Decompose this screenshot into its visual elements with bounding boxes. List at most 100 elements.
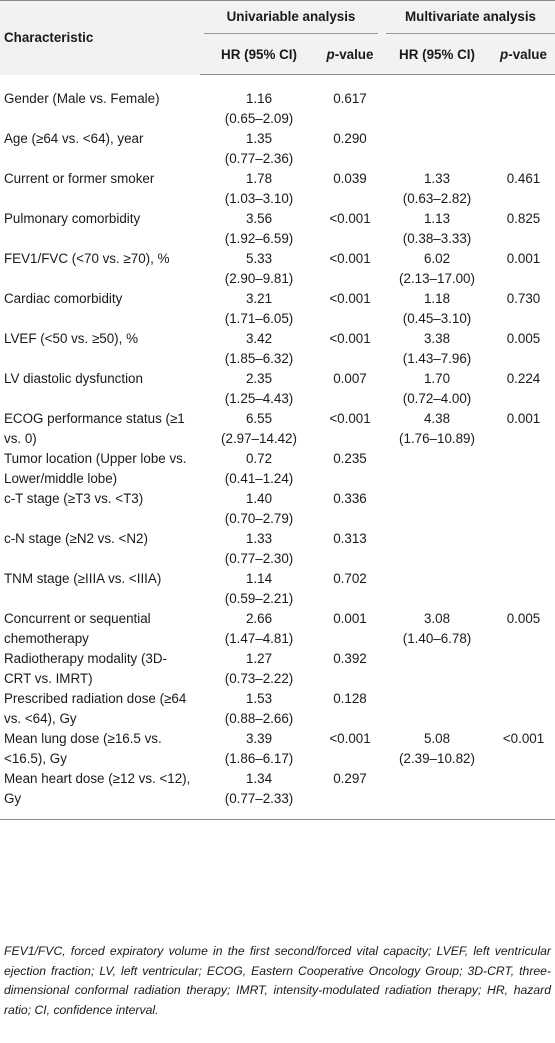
univariable-p-cell-value: 0.313	[333, 531, 367, 546]
univariable-p-cell: 0.617	[318, 75, 382, 130]
table-row: Tumor location (Upper lobe vs. Lower/mid…	[0, 449, 555, 489]
header-univariable-label: Univariable analysis	[204, 3, 378, 34]
multivariate-hr-cell-value: 1.18	[423, 291, 451, 306]
univariable-hr-cell: 0.72 (0.41–1.24)	[200, 449, 318, 489]
table-row: Pulmonary comorbidity 3.56 (1.92–6.59) <0.0…	[0, 209, 555, 249]
univariable-hr-cell-value: 1.33	[245, 531, 273, 546]
results-table: Characteristic Univariable analysis Mult…	[0, 0, 555, 820]
univariable-hr-cell-value: 2.35	[245, 371, 273, 386]
univariable-hr-cell: 1.35 (0.77–2.36)	[200, 129, 318, 169]
header-u-pvalue: p-value	[318, 35, 382, 75]
univariable-hr-cell-ci: (1.71–6.05)	[224, 311, 294, 326]
table-row: ECOG performance status (≥1 vs. 0) 6.55 (2…	[0, 409, 555, 449]
multivariate-hr-cell-value: 1.13	[423, 211, 451, 226]
multivariate-hr-cell	[382, 649, 492, 689]
univariable-hr-cell-ci: (0.59–2.21)	[224, 591, 294, 606]
univariable-hr-cell: 5.33 (2.90–9.81)	[200, 249, 318, 289]
univariable-p-cell: 0.702	[318, 569, 382, 609]
univariable-p-cell: 0.297	[318, 769, 382, 820]
table-row: Gender (Male vs. Female) 1.16 (0.65–2.09) 0…	[0, 75, 555, 130]
header-univariable: Univariable analysis	[200, 0, 382, 35]
univariable-p-cell-value: 0.001	[333, 611, 367, 626]
table-row: TNM stage (≥IIIA vs. <IIIA) 1.14 (0.59–2.2…	[0, 569, 555, 609]
univariable-p-cell-value: <0.001	[329, 411, 371, 426]
univariable-p-cell: 0.039	[318, 169, 382, 209]
univariable-p-cell-value: 0.702	[333, 571, 367, 586]
univariable-p-cell-value: 0.297	[333, 771, 367, 786]
row-characteristic: Cardiac comorbidity	[4, 291, 123, 306]
univariable-hr-cell-ci: (1.92–6.59)	[224, 231, 294, 246]
univariable-hr-cell: 1.27 (0.73–2.22)	[200, 649, 318, 689]
univariable-p-cell-value: <0.001	[329, 211, 371, 226]
multivariate-p-cell	[492, 769, 555, 820]
univariable-p-cell-value: <0.001	[329, 251, 371, 266]
univariable-hr-cell-value: 1.40	[245, 491, 273, 506]
univariable-hr-cell: 1.16 (0.65–2.09)	[200, 75, 318, 130]
multivariate-p-cell: 0.730	[492, 289, 555, 329]
multivariate-hr-cell-ci: (1.43–7.96)	[402, 351, 472, 366]
row-characteristic: Mean heart dose (≥12 vs. <12), Gy	[0, 769, 200, 820]
univariable-hr-cell: 3.42 (1.85–6.32)	[200, 329, 318, 369]
table-row: Radiotherapy modality (3D-CRT vs. IMRT) 1…	[0, 649, 555, 689]
univariable-hr-cell-value: 1.35	[245, 131, 273, 146]
univariable-p-cell-value: 0.007	[333, 371, 367, 386]
multivariate-hr-cell-value: 4.38	[423, 411, 451, 426]
univariable-hr-cell-ci: (0.41–1.24)	[224, 471, 294, 486]
row-characteristic: Tumor location (Upper lobe vs. Lower/mid…	[4, 451, 187, 486]
multivariate-hr-cell-ci: (0.72–4.00)	[402, 391, 472, 406]
univariable-p-cell: <0.001	[318, 249, 382, 289]
table-row: Current or former smoker 1.78 (1.03–3.10) 0…	[0, 169, 555, 209]
table-row: c-N stage (≥N2 vs. <N2) 1.33 (0.77–2.30) 0.…	[0, 529, 555, 569]
univariable-hr-cell: 1.34 (0.77–2.33)	[200, 769, 318, 820]
univariable-hr-cell-value: 1.34	[245, 771, 273, 786]
univariable-hr-cell-ci: (0.88–2.66)	[224, 711, 294, 726]
row-characteristic: Age (≥64 vs. <64), year	[4, 131, 144, 146]
table-row: Mean heart dose (≥12 vs. <12), Gy 1.34 (0.…	[0, 769, 555, 820]
multivariate-hr-cell-value: 3.38	[423, 331, 451, 346]
multivariate-p-cell-value: 0.825	[506, 211, 541, 226]
multivariate-p-cell-value: 0.001	[506, 251, 541, 266]
header-u-hr: HR (95% CI)	[200, 35, 318, 75]
row-characteristic: TNM stage (≥IIIA vs. <IIIA)	[4, 571, 162, 586]
univariable-hr-cell: 6.55 (2.97–14.42)	[200, 409, 318, 449]
row-characteristic: Pulmonary comorbidity	[4, 211, 141, 226]
multivariate-hr-cell-ci: (1.40–6.78)	[402, 631, 472, 646]
univariable-hr-cell: 1.14 (0.59–2.21)	[200, 569, 318, 609]
multivariate-hr-cell	[382, 569, 492, 609]
univariable-hr-cell-ci: (0.65–2.09)	[224, 111, 294, 126]
multivariate-p-cell: 0.001	[492, 249, 555, 289]
multivariate-p-cell: <0.001	[492, 729, 555, 769]
multivariate-p-cell: 0.001	[492, 409, 555, 449]
univariable-p-cell: <0.001	[318, 729, 382, 769]
header-m-hr: HR (95% CI)	[382, 35, 492, 75]
univariable-p-cell-value: 0.128	[333, 691, 367, 706]
univariable-p-cell: 0.336	[318, 489, 382, 529]
univariable-hr-cell-ci: (1.85–6.32)	[224, 351, 294, 366]
univariable-hr-cell-ci: (0.73–2.22)	[224, 671, 294, 686]
header-characteristic: Characteristic	[0, 0, 200, 75]
header-u-p-rest: -value	[334, 46, 374, 62]
header-m-p-rest: -value	[508, 46, 547, 62]
multivariate-hr-cell-ci: (0.45–3.10)	[402, 311, 472, 326]
univariable-hr-cell-value: 1.78	[245, 171, 273, 186]
multivariate-hr-cell: 1.13 (0.38–3.33)	[382, 209, 492, 249]
multivariate-p-cell: 0.005	[492, 329, 555, 369]
univariable-p-cell-value: 0.290	[333, 131, 367, 146]
univariable-p-cell-value: 0.235	[333, 451, 367, 466]
multivariate-p-cell	[492, 75, 555, 130]
multivariate-hr-cell	[382, 689, 492, 729]
multivariate-hr-cell	[382, 529, 492, 569]
multivariate-hr-cell: 1.33 (0.63–2.82)	[382, 169, 492, 209]
multivariate-hr-cell	[382, 75, 492, 130]
multivariate-hr-cell-value: 3.08	[423, 611, 451, 626]
univariable-hr-cell: 2.66 (1.47–4.81)	[200, 609, 318, 649]
row-characteristic: Concurrent or sequential chemotherapy	[4, 611, 151, 646]
univariable-hr-cell-ci: (0.77–2.36)	[224, 151, 294, 166]
univariable-p-cell-value: <0.001	[329, 291, 371, 306]
multivariate-p-cell-value: <0.001	[502, 731, 545, 746]
multivariate-p-cell	[492, 449, 555, 489]
multivariate-p-cell-value: 0.005	[506, 331, 541, 346]
multivariate-p-cell	[492, 569, 555, 609]
univariable-hr-cell: 3.39 (1.86–6.17)	[200, 729, 318, 769]
